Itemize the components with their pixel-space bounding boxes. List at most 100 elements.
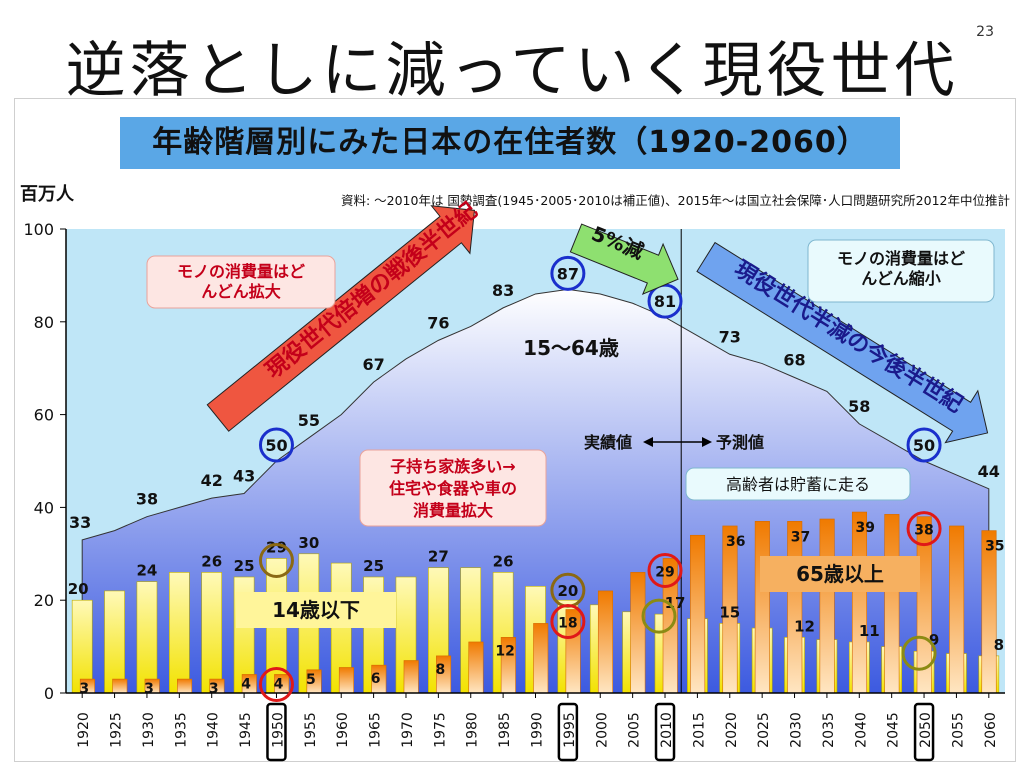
x-tick-label: 1995 xyxy=(562,712,578,748)
callout-elderly-box xyxy=(685,467,911,501)
series-label-15-64: 15～64歳 xyxy=(523,336,619,360)
label-15-64: 50 xyxy=(913,436,935,455)
x-tick-label: 1980 xyxy=(465,712,481,748)
bar-over-65 xyxy=(787,521,803,694)
label-over-65: 36 xyxy=(726,534,745,550)
label-15-64: 73 xyxy=(719,327,741,346)
label-under-14: 12 xyxy=(794,617,815,635)
callout-consumption-up-box xyxy=(146,255,336,309)
callout-family-box xyxy=(359,449,547,527)
actual-label: 実績値 xyxy=(584,433,632,452)
label-15-64: 67 xyxy=(362,355,384,374)
callout-consumption-up-line: モノの消費量はど xyxy=(177,262,305,281)
highlighted-year-box xyxy=(913,702,935,762)
y-tick-label: 100 xyxy=(23,220,54,239)
x-tick-label: 1990 xyxy=(530,712,546,748)
x-tick-label: 1925 xyxy=(109,712,125,748)
label-under-14: 29 xyxy=(266,538,287,556)
label-under-14: 27 xyxy=(428,548,449,566)
label-under-14: 26 xyxy=(493,552,514,570)
arrow-future xyxy=(696,241,989,444)
x-tick-label: 2045 xyxy=(886,712,902,748)
label-under-14: 24 xyxy=(137,562,158,580)
x-tick-label: 2055 xyxy=(950,712,966,748)
highlighted-year-box xyxy=(266,702,287,762)
label-15-64: 38 xyxy=(136,490,158,509)
label-over-65: 6 xyxy=(371,671,381,687)
label-15-64: 83 xyxy=(492,281,514,300)
label-over-65: 39 xyxy=(856,520,875,536)
x-tick-label: 2050 xyxy=(918,712,934,748)
bar-under-14 xyxy=(201,572,223,694)
x-tick-label: 2030 xyxy=(789,712,805,748)
x-tick-label: 2000 xyxy=(594,712,610,748)
y-axis-unit-label: 百万人 xyxy=(20,184,74,205)
series-label-under-14-box xyxy=(236,592,396,628)
arrow-decline-5 xyxy=(569,223,679,296)
forecast-arrowhead xyxy=(702,437,712,447)
bar-over-65 xyxy=(981,530,997,694)
label-under-14: 30 xyxy=(298,534,319,552)
bar-under-14 xyxy=(136,581,158,694)
bar-over-65 xyxy=(630,572,646,694)
label-under-14: 20 xyxy=(68,580,89,598)
y-tick-label: 60 xyxy=(34,406,54,425)
x-tick-label: 1930 xyxy=(141,712,157,748)
label-under-14: 25 xyxy=(363,557,384,575)
y-tick-label: 80 xyxy=(34,313,54,332)
label-15-64: 43 xyxy=(233,466,255,485)
label-15-64: 33 xyxy=(69,513,91,532)
label-15-64: 81 xyxy=(654,292,676,311)
label-under-14: 25 xyxy=(234,557,255,575)
bar-over-65 xyxy=(468,641,484,694)
highlight-circle xyxy=(906,427,942,463)
label-15-64: 44 xyxy=(978,462,1000,481)
callout-consumption-down-box xyxy=(807,239,995,303)
callout-consumption-down-line: んどん縮小 xyxy=(861,269,941,288)
x-tick-label: 1920 xyxy=(76,712,92,748)
x-tick-label: 2035 xyxy=(821,712,837,748)
x-tick-label: 2015 xyxy=(691,712,707,748)
x-tick-label: 2020 xyxy=(724,712,740,748)
page-number: 23 xyxy=(976,24,994,40)
label-15-64: 68 xyxy=(783,350,805,369)
bar-over-65 xyxy=(338,667,354,694)
source-note: 資料: ～2010年は 国勢調査(1945･2005･2010は補正値)、201… xyxy=(340,193,1010,208)
bar-over-65 xyxy=(177,678,193,694)
label-under-14: 26 xyxy=(201,552,222,570)
bar-over-65 xyxy=(819,518,835,694)
forecast-label: 予測値 xyxy=(716,433,764,452)
label-over-65: 12 xyxy=(495,643,514,659)
label-over-65: 3 xyxy=(209,681,219,697)
label-under-14: 11 xyxy=(859,622,880,640)
label-over-65: 5 xyxy=(306,672,316,688)
callout-consumption-down-line: モノの消費量はど xyxy=(837,249,965,268)
x-tick-label: 2010 xyxy=(659,712,675,748)
x-tick-label: 1970 xyxy=(400,712,416,748)
bar-over-65 xyxy=(884,514,900,694)
label-under-14: 17 xyxy=(665,594,686,612)
highlight-circle xyxy=(258,666,294,702)
label-over-65: 35 xyxy=(985,539,1004,555)
highlight-circle xyxy=(901,635,937,671)
label-under-14: 20 xyxy=(557,582,578,600)
highlight-circle xyxy=(647,552,683,588)
highlight-circle xyxy=(258,427,294,463)
label-under-14: 8 xyxy=(994,636,1004,654)
callout-consumption-up: モノの消費量はどんどん拡大 xyxy=(177,262,305,301)
x-tick-label: 2060 xyxy=(983,712,999,748)
callout-consumption-down: モノの消費量はどんどん縮小 xyxy=(837,249,965,288)
x-tick-label: 1950 xyxy=(270,712,286,748)
label-over-65: 4 xyxy=(274,676,284,692)
bar-over-65 xyxy=(597,590,614,694)
x-tick-label: 1975 xyxy=(432,712,448,748)
y-tick-label: 20 xyxy=(34,591,54,610)
callout-family-line: 住宅や食器や車の xyxy=(389,479,517,498)
label-15-64: 42 xyxy=(201,471,223,490)
label-over-65: 37 xyxy=(791,529,810,545)
bar-over-65 xyxy=(754,521,770,694)
arrow-postwar xyxy=(206,205,476,432)
bar-over-65 xyxy=(690,534,706,694)
bar-over-65 xyxy=(533,623,549,694)
label-over-65: 4 xyxy=(241,676,251,692)
